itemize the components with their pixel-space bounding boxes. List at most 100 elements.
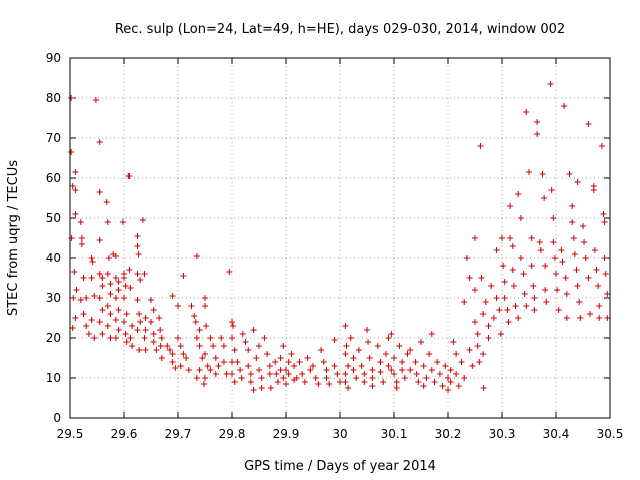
data-point [169, 351, 176, 357]
data-point [220, 359, 227, 365]
data-point [431, 379, 438, 385]
data-point [447, 379, 454, 385]
data-point [439, 383, 446, 389]
data-point [571, 251, 578, 257]
data-point [253, 355, 260, 361]
plot-frame [69, 57, 611, 419]
data-point [107, 291, 114, 297]
data-point [347, 335, 354, 341]
data-point [445, 375, 451, 381]
data-point [150, 339, 157, 345]
data-point [223, 371, 230, 377]
data-point [129, 343, 136, 349]
data-point [299, 371, 306, 377]
data-point [218, 335, 225, 341]
data-point [505, 319, 512, 325]
data-point [539, 171, 546, 177]
data-point [447, 367, 454, 373]
data-point [72, 187, 79, 193]
data-point [587, 311, 594, 317]
y-tick-label: 30 [46, 291, 61, 305]
data-point [96, 319, 103, 325]
data-point [141, 335, 148, 341]
data-point [500, 263, 507, 269]
data-point [112, 275, 119, 281]
x-tick-label: 30.5 [597, 427, 624, 441]
data-point [78, 241, 85, 247]
data-point [543, 299, 550, 305]
data-point [185, 367, 192, 373]
data-point [434, 359, 441, 365]
data-point [72, 211, 79, 217]
data-point [136, 347, 143, 353]
data-point [501, 279, 508, 285]
data-point [250, 327, 257, 333]
data-point [288, 351, 295, 357]
data-point [574, 283, 581, 289]
data-point [220, 343, 227, 349]
data-point [507, 235, 514, 241]
data-point [418, 339, 424, 345]
data-point [103, 199, 110, 205]
data-point [496, 307, 503, 313]
data-point [142, 347, 149, 353]
data-point [369, 367, 376, 373]
data-point [573, 267, 580, 273]
data-point [142, 327, 149, 333]
data-point [153, 347, 160, 353]
data-point [104, 271, 111, 277]
data-point [274, 379, 281, 385]
data-point [596, 315, 603, 321]
data-point [382, 351, 389, 357]
data-point [134, 243, 141, 249]
data-point [119, 219, 126, 225]
data-point [598, 143, 605, 149]
data-point [604, 315, 611, 321]
data-point [521, 291, 528, 297]
data-point [591, 247, 598, 253]
data-point [193, 253, 200, 259]
data-point [104, 323, 111, 329]
data-point [96, 189, 103, 195]
data-point [77, 297, 84, 303]
data-point [478, 275, 485, 281]
data-point [129, 323, 136, 329]
data-point [507, 203, 514, 209]
data-point [547, 81, 554, 87]
data-point [554, 287, 561, 293]
data-point [415, 379, 422, 385]
data-point [364, 327, 370, 333]
data-point [550, 239, 557, 245]
data-point [537, 247, 544, 253]
data-point [78, 235, 85, 241]
data-point [312, 375, 319, 381]
data-point [523, 303, 530, 309]
data-point [150, 331, 157, 337]
data-point [192, 319, 199, 325]
data-point [107, 311, 114, 317]
data-point [92, 97, 99, 103]
data-point [436, 371, 443, 377]
data-point [89, 259, 96, 265]
data-point [122, 331, 129, 337]
data-point [121, 319, 127, 325]
data-point [523, 109, 530, 115]
data-point [301, 379, 308, 385]
data-point [247, 371, 254, 377]
data-point [258, 385, 265, 391]
data-point [369, 383, 376, 389]
data-point [601, 219, 608, 225]
data-point [551, 255, 558, 261]
data-point [157, 343, 164, 349]
data-point [391, 355, 397, 361]
data-point [323, 375, 330, 381]
data-point [229, 371, 235, 377]
data-point [277, 367, 284, 373]
data-point [200, 381, 207, 387]
x-axis-label: GPS time / Days of year 2014 [244, 459, 436, 474]
data-point [404, 351, 411, 357]
data-point [326, 381, 333, 387]
data-point [490, 315, 497, 321]
data-point [526, 169, 532, 175]
data-point [581, 239, 588, 245]
